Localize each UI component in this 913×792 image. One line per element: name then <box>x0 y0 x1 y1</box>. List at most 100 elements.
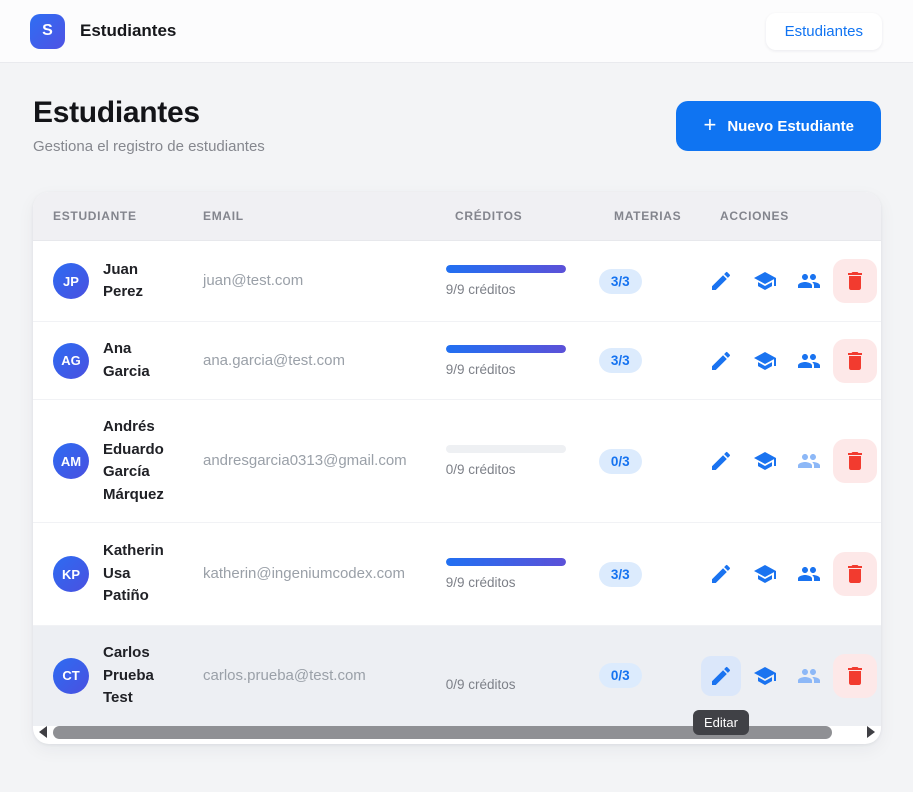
users-icon <box>798 668 820 683</box>
student-cell: AG Ana Garcia <box>33 338 203 383</box>
student-cell: JP Juan Perez <box>33 259 203 304</box>
edit-button[interactable] <box>701 441 741 481</box>
pencil-icon <box>712 351 731 370</box>
credits-cell: 9/9 créditos <box>445 558 599 590</box>
actions-cell: Editar <box>693 653 881 735</box>
delete-button[interactable] <box>833 259 877 303</box>
users-icon <box>798 567 820 581</box>
credits-label: 0/9 créditos <box>445 676 516 692</box>
users-icon <box>798 353 820 368</box>
student-email: ana.garcia@test.com <box>203 351 345 369</box>
credits-cell: 9/9 créditos <box>445 344 599 377</box>
credits-label: 9/9 créditos <box>445 282 516 297</box>
student-email: juan@test.com <box>203 272 304 289</box>
credits-label: 0/9 créditos <box>445 462 516 477</box>
trash-icon <box>848 452 862 470</box>
delete-button[interactable] <box>833 338 877 383</box>
avatar-initials: CT <box>62 668 80 684</box>
edit-tooltip: Editar <box>693 709 749 735</box>
email-cell: katherin@ingeniumcodex.com <box>203 565 446 583</box>
avatar-initials: AM <box>60 453 82 469</box>
table-row: CT Carlos Prueba Test carlos.prueba@test… <box>33 625 881 735</box>
edit-button[interactable] <box>701 341 741 381</box>
table-row: JP Juan Perez juan@test.com 9/9 créditos… <box>33 241 881 321</box>
credits-progress-track <box>445 558 566 566</box>
email-cell: ana.garcia@test.com <box>203 352 446 370</box>
groups-button[interactable] <box>789 441 829 481</box>
credits-label: 9/9 créditos <box>445 361 516 377</box>
new-student-button[interactable]: + Nuevo Estudiante <box>676 101 881 151</box>
subjects-cell: 0/3 <box>598 448 701 474</box>
scroll-right-arrow-icon[interactable] <box>867 726 875 738</box>
subjects-button[interactable] <box>745 656 785 696</box>
subjects-badge: 0/3 <box>598 448 642 474</box>
topbar-title: Estudiantes <box>80 21 177 40</box>
delete-button[interactable] <box>833 552 877 596</box>
graduation-cap-icon <box>754 272 776 290</box>
groups-button[interactable] <box>789 656 829 696</box>
edit-button[interactable]: Editar <box>693 655 749 735</box>
email-cell: juan@test.com <box>203 272 446 290</box>
users-icon <box>798 454 820 468</box>
student-email: carlos.prueba@test.com <box>203 666 366 684</box>
pencil-icon <box>712 666 731 685</box>
avatar-initials: JP <box>63 273 79 289</box>
users-icon <box>798 274 820 288</box>
student-name: Juan Perez <box>103 260 144 301</box>
avatar: CT <box>53 657 89 694</box>
student-email: katherin@ingeniumcodex.com <box>203 565 405 582</box>
edit-button[interactable] <box>701 261 741 301</box>
graduation-cap-icon <box>754 351 776 370</box>
trash-icon <box>848 565 862 583</box>
credits-progress-fill <box>445 265 566 273</box>
credits-progress-track <box>445 445 566 453</box>
app-logo: S <box>30 13 65 49</box>
email-cell: carlos.prueba@test.com <box>203 667 446 685</box>
actions-cell <box>701 439 881 483</box>
column-header-email: Email <box>203 209 244 223</box>
table-row: KP Katherin Usa Patiño katherin@ingenium… <box>33 522 881 625</box>
email-cell: andresgarcia0313@gmail.com <box>203 452 446 470</box>
edit-button[interactable] <box>701 554 741 594</box>
actions-cell <box>701 259 881 303</box>
scrollbar-track[interactable] <box>50 725 864 739</box>
table-row: AG Ana Garcia ana.garcia@test.com 9/9 cr… <box>33 321 881 399</box>
table-row: AM Andrés Eduardo García Márquez andresg… <box>33 399 881 522</box>
subjects-button[interactable] <box>745 441 785 481</box>
pencil-icon <box>712 451 731 470</box>
subjects-button[interactable] <box>745 261 785 301</box>
subjects-cell: 3/3 <box>598 268 701 294</box>
actions-cell <box>701 338 881 383</box>
avatar-initials: KP <box>61 566 81 582</box>
groups-button[interactable] <box>789 341 829 381</box>
scrollbar-thumb[interactable] <box>53 725 832 739</box>
trash-icon <box>848 351 862 370</box>
avatar-initials: AG <box>61 353 81 368</box>
credits-cell: 0/9 créditos <box>446 660 599 692</box>
app-logo-letter: S <box>42 22 53 39</box>
delete-button[interactable] <box>833 439 877 483</box>
subjects-button[interactable] <box>745 341 785 381</box>
topbar: S Estudiantes Estudiantes <box>0 0 913 63</box>
avatar: KP <box>53 556 89 592</box>
plus-icon: + <box>703 112 717 137</box>
subjects-button[interactable] <box>745 554 785 594</box>
subjects-badge: 3/3 <box>598 348 642 373</box>
students-table-card: Estudiante Email Créditos Materias Accio… <box>33 192 881 744</box>
actions-cell <box>701 552 881 596</box>
delete-button[interactable] <box>833 653 877 698</box>
graduation-cap-icon <box>754 565 776 583</box>
page-head: Estudiantes Gestiona el registro de estu… <box>33 96 881 155</box>
groups-button[interactable] <box>789 261 829 301</box>
credits-cell: 0/9 créditos <box>445 445 599 477</box>
subjects-badge: 3/3 <box>598 561 642 587</box>
subjects-cell: 3/3 <box>598 561 701 587</box>
main-content: Estudiantes Gestiona el registro de estu… <box>0 63 913 744</box>
groups-button[interactable] <box>789 554 829 594</box>
new-student-button-label: Nuevo Estudiante <box>727 117 854 135</box>
graduation-cap-icon <box>754 666 776 685</box>
page-subtitle: Gestiona el registro de estudiantes <box>33 138 265 155</box>
scroll-left-arrow-icon[interactable] <box>39 726 47 738</box>
nav-estudiantes-button[interactable]: Estudiantes <box>765 12 882 50</box>
page-title: Estudiantes <box>33 96 200 129</box>
